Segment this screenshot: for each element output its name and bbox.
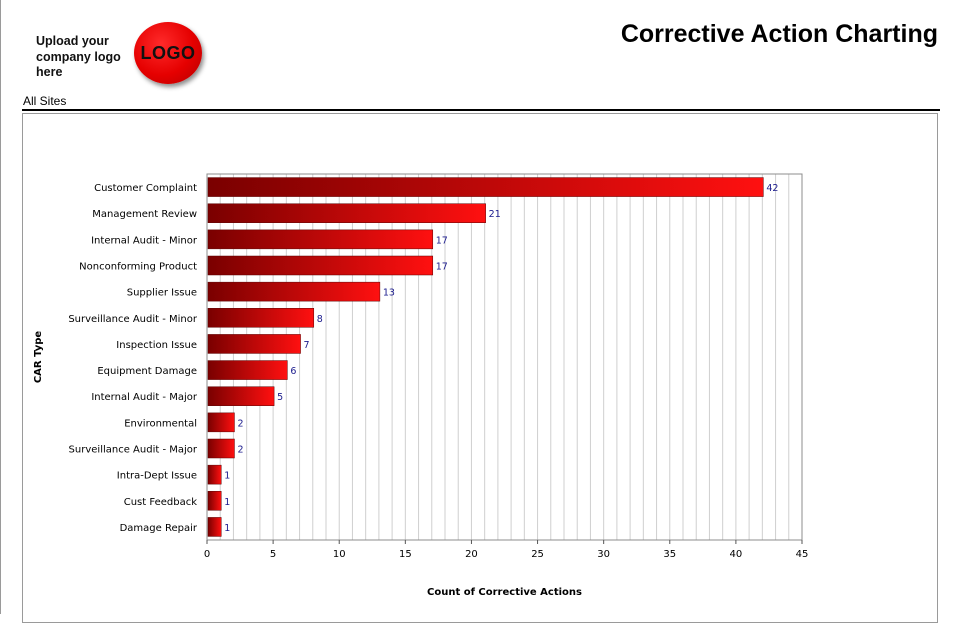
- category-label: Surveillance Audit - Minor: [68, 314, 198, 325]
- company-logo: LOGO: [134, 22, 202, 84]
- bar-value-label: 2: [237, 418, 243, 429]
- x-axis-ticks: 0 5 10 15 20 25 30 35 40 45: [204, 540, 809, 560]
- bar: [207, 491, 222, 511]
- bar-value-label: 17: [436, 262, 448, 273]
- gridlines: [219, 174, 790, 540]
- plot-area: [206, 173, 803, 541]
- chart-frame: 42 21 17 17 13 8 7 6 5 2 2 1 1 1 Customer Complaint Ma…: [22, 113, 938, 623]
- bar: [207, 517, 222, 537]
- bar: [207, 386, 275, 406]
- page-left-border: [0, 0, 1, 614]
- x-tick-label: 5: [270, 549, 276, 560]
- category-label: Damage Repair: [120, 523, 198, 534]
- x-tick-label: 15: [399, 549, 412, 560]
- bar: [207, 360, 288, 380]
- category-label: Internal Audit - Minor: [91, 235, 198, 246]
- bar: [207, 281, 381, 302]
- category-label: Intra-Dept Issue: [117, 471, 197, 482]
- category-label: Nonconforming Product: [79, 262, 197, 273]
- category-labels: Customer Complaint Management Review Inter…: [68, 183, 198, 534]
- category-label: Management Review: [92, 209, 197, 220]
- bar: [207, 229, 434, 250]
- category-label: Internal Audit - Major: [91, 392, 198, 403]
- category-label: Customer Complaint: [94, 183, 197, 194]
- bar-value-label: 21: [489, 209, 501, 220]
- x-axis-title: Count of Corrective Actions: [427, 587, 582, 598]
- logo-placeholder-text: Upload your company logo here: [36, 34, 121, 79]
- x-tick-label: 25: [531, 549, 544, 560]
- category-label: Equipment Damage: [97, 366, 197, 377]
- category-label: Surveillance Audit - Major: [69, 445, 198, 456]
- bar-value-label: 1: [224, 497, 230, 508]
- bar-value-label: 17: [436, 235, 448, 246]
- bar-value-label: 7: [304, 340, 310, 351]
- bar: [207, 255, 434, 276]
- page-title: Corrective Action Charting: [620, 20, 938, 48]
- bar-value-label: 5: [277, 392, 283, 403]
- category-label: Cust Feedback: [124, 497, 197, 508]
- site-filter-label: All Sites: [23, 94, 67, 108]
- category-label: Inspection Issue: [116, 340, 197, 351]
- bar-value-label: 6: [290, 366, 296, 377]
- bar: [207, 308, 315, 328]
- x-tick-label: 10: [333, 549, 346, 560]
- bar: [207, 438, 235, 459]
- bar-value-label: 8: [317, 314, 323, 325]
- category-label: Supplier Issue: [127, 288, 197, 299]
- x-tick-label: 40: [730, 549, 743, 560]
- x-tick-label: 20: [465, 549, 478, 560]
- logo-text: LOGO: [140, 42, 196, 63]
- bar-value-label: 13: [383, 288, 395, 299]
- bar-value-label: 2: [237, 445, 243, 456]
- category-label: Environmental: [124, 418, 197, 429]
- bar: [207, 464, 222, 485]
- bar: [207, 177, 764, 197]
- y-axis-title: CAR Type: [33, 331, 44, 384]
- bar: [207, 412, 235, 433]
- bar: [207, 203, 486, 223]
- x-tick-label: 0: [204, 549, 210, 560]
- bar-value-label: 1: [224, 523, 230, 534]
- header-divider: [22, 109, 940, 111]
- bar-value-label: 42: [766, 183, 778, 194]
- x-tick-label: 30: [597, 549, 610, 560]
- bar-value-label: 1: [224, 471, 230, 482]
- x-tick-label: 35: [663, 549, 676, 560]
- x-tick-label: 45: [796, 549, 809, 560]
- bar: [207, 334, 301, 354]
